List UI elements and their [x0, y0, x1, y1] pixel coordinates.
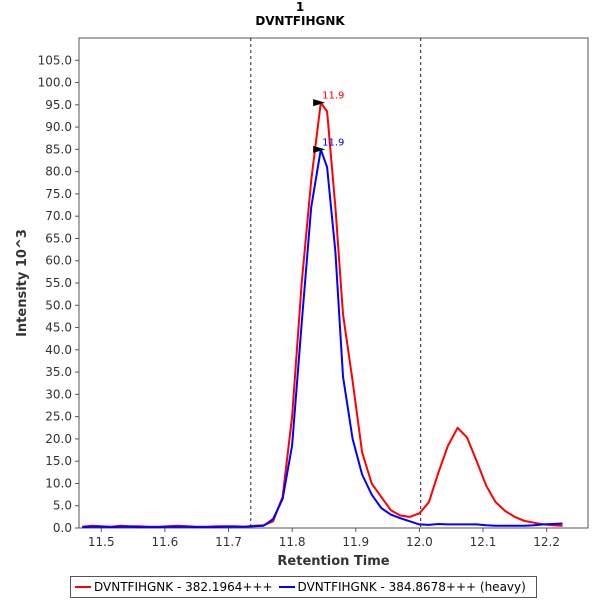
x-tick-label: 11.9	[342, 535, 369, 549]
chart-subtitle: DVNTFIHGNK	[255, 14, 345, 28]
peak-label: 11.9	[322, 137, 344, 148]
legend-label-heavy: DVNTFIHGNK - 384.8678+++ (heavy)	[297, 580, 526, 594]
y-tick-label: 10.0	[45, 476, 72, 490]
x-tick-label: 12.1	[470, 535, 497, 549]
legend-label-light: DVNTFIHGNK - 382.1964+++	[94, 580, 273, 594]
x-axis: 11.5 11.6 11.7 11.8 11.9 12.0 12.1 12.2	[88, 528, 560, 549]
y-tick-label: 0.0	[53, 521, 72, 535]
x-tick-label: 11.7	[215, 535, 242, 549]
chart-title: 1	[295, 0, 305, 14]
y-axis-title: Intensity 10^3	[15, 229, 30, 337]
x-tick-label: 12.2	[533, 535, 560, 549]
y-tick-label: 25.0	[45, 410, 72, 424]
y-tick-label: 90.0	[45, 120, 72, 134]
y-tick-label: 5.0	[53, 499, 72, 513]
y-tick-label: 35.0	[45, 365, 72, 379]
plot-area	[78, 37, 589, 529]
y-tick-label: 45.0	[45, 321, 72, 335]
x-tick-label: 12.0	[406, 535, 433, 549]
y-tick-label: 95.0	[45, 98, 72, 112]
annotation-layer: 11.9 11.9	[313, 91, 344, 153]
legend-swatch-light	[75, 586, 91, 588]
series-layer	[82, 101, 563, 529]
x-axis-title: Retention Time	[277, 554, 389, 569]
x-tick-label: 11.5	[88, 535, 115, 549]
y-tick-label: 50.0	[45, 298, 72, 312]
legend-item-light: DVNTFIHGNK - 382.1964+++	[73, 580, 273, 594]
y-tick-label: 60.0	[45, 254, 72, 268]
x-tick-label: 11.8	[279, 535, 306, 549]
y-tick-label: 55.0	[45, 276, 72, 290]
y-tick-label: 20.0	[45, 432, 72, 446]
y-tick-label: 65.0	[45, 231, 72, 245]
title-block: 1 DVNTFIHGNK	[0, 0, 600, 28]
legend: DVNTFIHGNK - 382.1964+++ DVNTFIHGNK - 38…	[70, 576, 537, 598]
y-tick-label: 80.0	[45, 165, 72, 179]
legend-item-heavy: DVNTFIHGNK - 384.8678+++ (heavy)	[277, 580, 526, 594]
y-tick-label: 30.0	[45, 387, 72, 401]
y-tick-label: 85.0	[45, 142, 72, 156]
x-tick-label: 11.6	[152, 535, 179, 549]
series-line-heavy	[82, 148, 563, 529]
y-tick-label: 40.0	[45, 343, 72, 357]
y-tick-label: 100.0	[38, 76, 72, 90]
legend-swatch-heavy	[278, 586, 295, 588]
y-tick-label: 70.0	[45, 209, 72, 223]
peak-arrow-icon	[313, 99, 326, 107]
y-axis: 0.0 5.0 10.0 15.0 20.0 25.0 30.0 35.0 40.0 45.0 50…	[38, 53, 79, 535]
y-tick-label: 105.0	[38, 53, 72, 67]
peak-label: 11.9	[322, 91, 344, 102]
peak-arrow-icon	[313, 145, 326, 153]
y-tick-label: 15.0	[45, 454, 72, 468]
plot-frame	[78, 37, 589, 529]
y-tick-label: 75.0	[45, 187, 72, 201]
